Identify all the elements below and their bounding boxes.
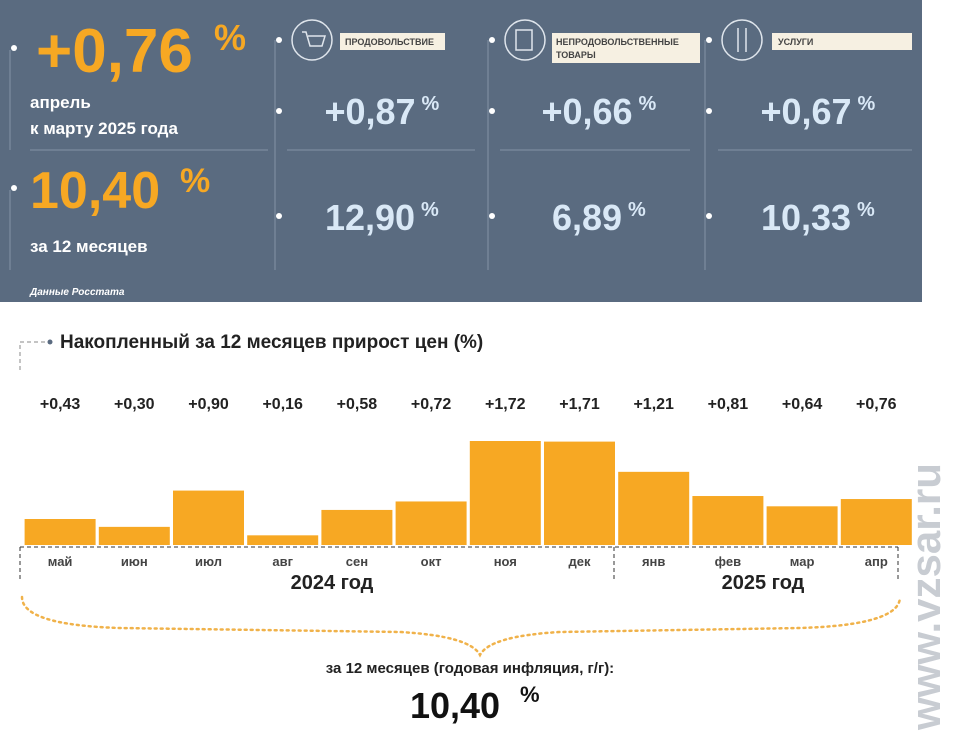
x-tick-label: окт: [421, 554, 442, 569]
bar: [544, 441, 615, 545]
footer-value: 10,40: [410, 685, 500, 726]
bullet: [47, 339, 53, 345]
percent: %: [421, 199, 439, 221]
x-tick-label: мар: [790, 554, 815, 569]
value-label: +0,16: [262, 396, 303, 413]
percent: %: [628, 199, 646, 221]
x-tick-label: янв: [642, 554, 665, 569]
footer-unit: %: [520, 682, 540, 707]
caption: за 12 месяцев: [30, 237, 148, 256]
group-value: 10,33: [761, 197, 851, 238]
x-tick-label: дек: [569, 554, 591, 569]
caption: к марту 2025 года: [30, 119, 178, 138]
percent: %: [858, 93, 876, 115]
value-label: +0,90: [188, 396, 229, 413]
group-label: НЕПРОДОВОЛЬСТВЕННЫЕ: [556, 37, 679, 47]
bar: [469, 441, 541, 545]
group-value: 12,90: [325, 197, 415, 238]
value-label: +0,81: [708, 396, 749, 413]
group-label: ПРОДОВОЛЬСТВИЕ: [345, 37, 434, 47]
bar: [321, 509, 393, 545]
bracket: [20, 595, 902, 658]
caption: апрель: [30, 93, 91, 112]
group-value: +0,87: [324, 91, 415, 132]
bar: [618, 471, 690, 545]
value-label: +0,58: [337, 396, 378, 413]
value-label: +0,64: [782, 396, 823, 413]
x-tick-label: июл: [195, 554, 222, 569]
value-label: +0,30: [114, 396, 155, 413]
year-label: 2025 год: [722, 572, 805, 594]
monthly-value: +0,76: [36, 17, 193, 86]
value-label: +1,71: [559, 396, 600, 413]
bar: [247, 535, 319, 545]
percent: %: [422, 93, 440, 115]
panel-bg: [0, 0, 922, 302]
value-label: +1,72: [485, 396, 526, 413]
icons: [291, 19, 763, 61]
bar: [395, 501, 467, 545]
x-tick-label: сен: [346, 554, 368, 569]
footer: за 12 месяцев (годовая инфляция, г/г):: [326, 660, 614, 677]
value-label: +0,76: [856, 396, 897, 413]
group-label: ТОВАРЫ: [556, 50, 596, 60]
percent: %: [180, 162, 210, 200]
title-frame: [19, 341, 45, 370]
bar: [766, 506, 838, 545]
x-tick-label: фев: [715, 554, 741, 569]
group-value: +0,67: [760, 91, 851, 132]
bar: [173, 490, 244, 545]
percent: %: [857, 199, 875, 221]
annual-value: 10,40: [30, 162, 160, 220]
x-tick-label: июн: [121, 554, 148, 569]
panel-lines: [9, 40, 912, 270]
x-tick-label: май: [48, 554, 73, 569]
chart-title: Накопленный за 12 месяцев прирост цен (%…: [60, 332, 483, 353]
source: Данные Росстата: [29, 287, 125, 298]
group-value: +0,66: [541, 91, 632, 132]
value-label: +0,72: [411, 396, 452, 413]
bullets: [11, 37, 712, 219]
percent: %: [639, 93, 657, 115]
year-label: 2024 год: [291, 572, 374, 594]
value-label: +1,21: [633, 396, 674, 413]
label-boxes: [340, 33, 912, 63]
category-frame: [19, 546, 899, 582]
percent: %: [214, 17, 246, 58]
x-tick-label: апр: [865, 554, 888, 569]
bar: [692, 496, 764, 545]
group-label: УСЛУГИ: [778, 37, 813, 47]
bar: [24, 519, 96, 545]
bar: [98, 526, 170, 545]
value-label: +0,43: [40, 396, 81, 413]
bar: [840, 499, 912, 545]
x-tick-label: авг: [272, 554, 293, 569]
group-value: 6,89: [552, 197, 622, 238]
x-tick-label: ноя: [494, 554, 517, 569]
